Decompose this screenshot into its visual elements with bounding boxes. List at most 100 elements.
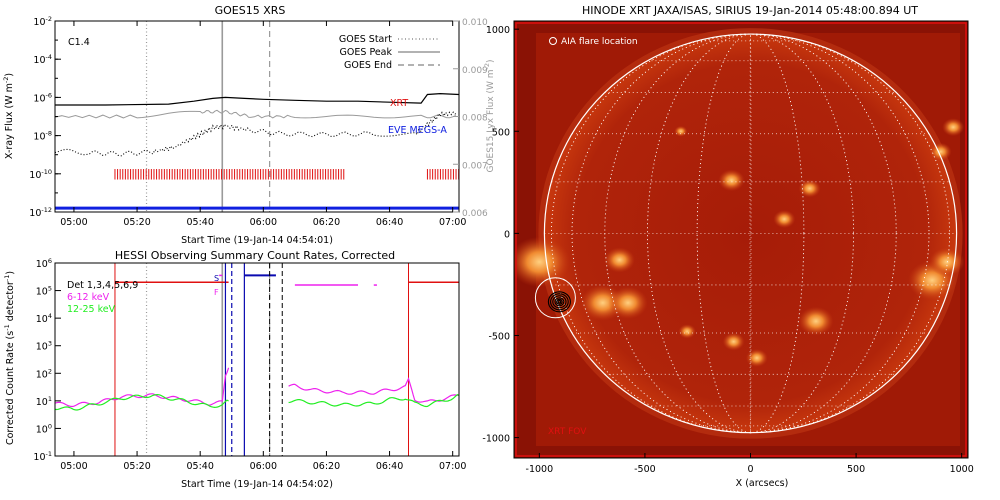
hessi-ytick-label: 102 — [36, 367, 52, 380]
goes-xtick-label: 07:00 — [439, 217, 466, 228]
goes-panel: GOES15 XRS 05:00 05:20 05:40 06:00 06:20 06:4… — [2, 4, 496, 246]
hessi-xtick-label: 06:20 — [313, 461, 340, 472]
hessi-contour-3 — [554, 297, 565, 307]
xrt-title: HINODE XRT JAXA/ISAS, SIRIUS 19-Jan-2014… — [582, 4, 918, 17]
solar-limb — [543, 33, 958, 434]
xrt-ytick-label: -500 — [488, 331, 510, 342]
goes-long-channel-line — [55, 92, 460, 106]
xrt-x-label: X (arcsecs) — [736, 478, 789, 489]
hessi-xtick-label: 06:40 — [376, 461, 403, 472]
goes-y-ticks: 10-12 10-10 10-8 10-6 10-4 10-2 — [29, 15, 61, 219]
xrt-fov-outline — [515, 22, 967, 457]
xrt-series-label: XRT — [390, 98, 408, 109]
active-region-12 — [722, 332, 745, 351]
goes-y2tick-label: 0.009 — [462, 66, 488, 76]
hessi-detectors-label: Det 1,3,4,5,6,9 — [67, 280, 138, 291]
goes-title: GOES15 XRS — [215, 4, 286, 17]
xrt-xtick-label: 500 — [847, 464, 865, 475]
active-region-7 — [798, 306, 834, 336]
xrt-panel: HINODE XRT JAXA/ISAS, SIRIUS 19-Jan-2014… — [482, 4, 973, 489]
goes-ytick-label: 10-6 — [33, 91, 52, 104]
aia-legend-label: AIA flare location — [561, 37, 638, 47]
eve-series-label: EVE MEGS-A — [388, 125, 447, 136]
hessi-contour-2 — [552, 295, 567, 309]
hessi-legend-12-25: 12-25 keV — [67, 304, 116, 315]
goes-frame — [54, 20, 460, 213]
hessi-ytick-label: 103 — [36, 340, 52, 353]
hessi-title: HESSI Observing Summary Count Rates, Cor… — [115, 249, 395, 262]
active-region-4 — [718, 169, 745, 192]
hessi-legend-6-12: 6-12 keV — [67, 292, 110, 303]
hessi-x-ticks: 05:00 05:20 05:40 06:00 06:20 06:40 07:00 — [60, 451, 466, 472]
goes-ytick-label: 10-8 — [33, 130, 52, 143]
hessi-y-ticks: 10-1 100 101 102 103 104 105 106 — [33, 257, 61, 463]
xrt-observation-ticks-0 — [114, 169, 345, 180]
active-region-6 — [773, 210, 796, 229]
goes-xtick-label: 05:00 — [60, 217, 87, 228]
active-region-2 — [608, 286, 648, 320]
goes-ytick-label: 10-10 — [29, 168, 52, 181]
hessi-curve-12-25-kev-3 — [288, 394, 460, 408]
xrt-xtick-label: 1000 — [950, 464, 974, 475]
goes-y2tick-label: 0.007 — [462, 161, 488, 171]
hessi-frame — [54, 262, 460, 457]
goes-ytick-label: 10-4 — [33, 53, 52, 66]
hessi-x-label: Start Time (19-Jan-14 04:54:02) — [181, 479, 333, 490]
hessi-curve-12-25-kev-2 — [54, 393, 229, 411]
active-region-13 — [745, 348, 768, 367]
goes-y2-label: GOES15 Lyx Flux (W m-2) — [483, 59, 496, 172]
goes-xtick-label: 05:40 — [186, 217, 213, 228]
goes-y2tick-label: 0.006 — [462, 209, 488, 219]
xrt-xtick-label: 0 — [747, 464, 753, 475]
xrt-solar-disk — [544, 34, 957, 433]
xrt-fov-label: XRT FOV — [548, 427, 587, 437]
goes-y-label: X-ray Flux (W m-2) — [2, 73, 15, 159]
goes-y2tick-label: 0.010 — [462, 18, 488, 28]
hessi-curve-6-12-kev-1 — [288, 377, 459, 403]
xrt-xtick-label: -500 — [634, 464, 656, 475]
hessi-y-label: Corrected Count Rate (s-1 detector-1) — [3, 271, 16, 445]
legend-goes-end: GOES End — [344, 60, 392, 71]
hessi-xtick-label: 05:20 — [123, 461, 150, 472]
xrt-observation-ticks-1 — [426, 169, 460, 180]
hessi-ytick-label: 10-1 — [33, 450, 52, 463]
hessi-contour-4 — [556, 298, 563, 305]
hessi-xtick-label: 06:00 — [250, 461, 277, 472]
goes-xtick-label: 06:00 — [250, 217, 277, 228]
hessi-curve-6-12-kev-0 — [54, 367, 230, 408]
active-region-5 — [798, 179, 821, 198]
goes-legend: GOES Start GOES Peak GOES End — [339, 34, 440, 71]
hessi-ytick-label: 100 — [36, 422, 52, 435]
hessi-ytick-label: 101 — [36, 395, 52, 408]
hessi-flag-s: S — [214, 274, 219, 283]
hessi-contour-5 — [557, 300, 562, 304]
hessi-panel: HESSI Observing Summary Count Rates, Cor… — [3, 249, 466, 490]
goes-x-ticks: 05:00 05:20 05:40 06:00 06:20 06:40 07:00 — [60, 21, 466, 228]
xrt-ytick-label: 500 — [492, 127, 510, 138]
xrt-xtick-label: -1000 — [526, 464, 554, 475]
goes-class-annotation: C1.4 — [68, 37, 90, 48]
active-region-10 — [942, 118, 965, 137]
hessi-plot-area — [54, 263, 460, 456]
hessi-ytick-label: 104 — [36, 312, 52, 325]
hessi-ytick-label: 106 — [36, 257, 52, 270]
aia-flare-circle — [534, 277, 576, 319]
goes-x-label: Start Time (19-Jan-14 04:54:01) — [181, 235, 333, 246]
xrt-ytick-label: -1000 — [482, 434, 510, 445]
goes-xtick-label: 06:20 — [313, 217, 340, 228]
goes-xtick-label: 05:20 — [123, 217, 150, 228]
active-region-11 — [929, 142, 952, 161]
xrt-axis-ticks: -1000 -500 0 500 1000 1000 500 0 -500 -1000 — [482, 25, 973, 475]
hessi-xtick-label: 05:40 — [186, 461, 213, 472]
xrt-image — [514, 21, 968, 458]
xrt-frame — [513, 20, 969, 459]
longitude-line — [696, 33, 805, 434]
hessi-flag-f: F — [214, 288, 219, 297]
hessi-contour-0 — [547, 291, 571, 313]
legend-goes-peak: GOES Peak — [340, 47, 393, 58]
goes-xtick-label: 06:40 — [376, 217, 403, 228]
active-region-3 — [604, 247, 635, 273]
goes-y2-ticks: 0.006 0.007 0.008 0.009 0.010 — [453, 18, 488, 219]
hessi-xtick-label: 07:00 — [439, 461, 466, 472]
